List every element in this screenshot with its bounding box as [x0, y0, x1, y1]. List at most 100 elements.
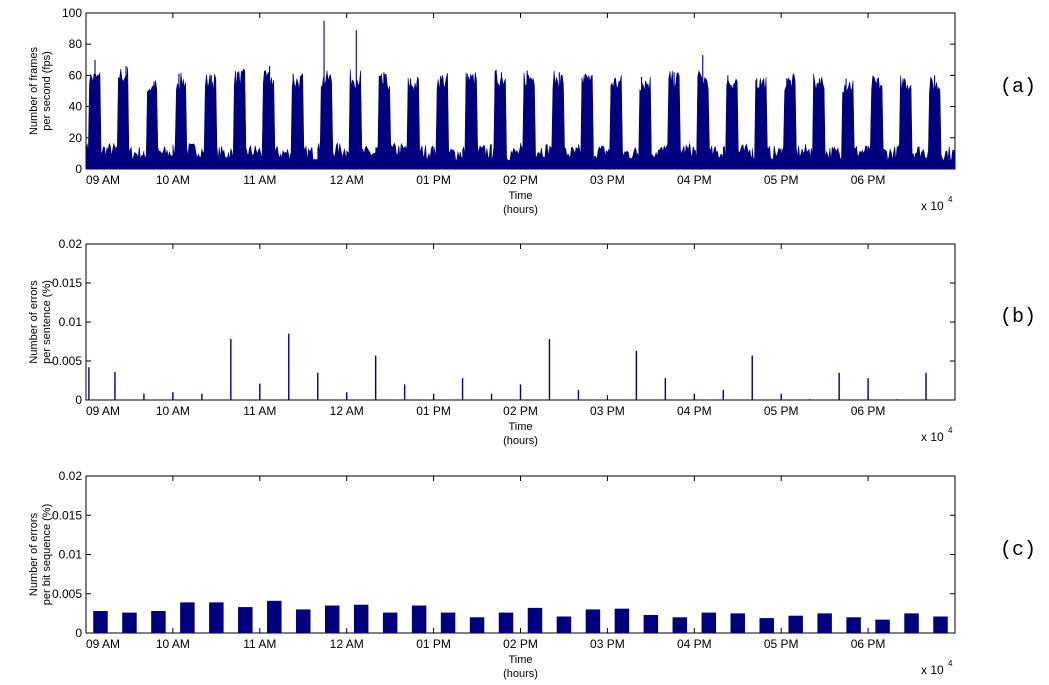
x-axis-label-line2: (hours) — [503, 668, 538, 680]
fps-cycle — [925, 75, 956, 170]
x-axis-label-line2: (hours) — [503, 204, 538, 216]
y-tick-label: 0.02 — [59, 237, 83, 251]
y-tick-label: 0.015 — [52, 508, 82, 522]
x-tick-label: 10 AM — [156, 173, 190, 187]
fps-cycle-fill — [491, 69, 521, 170]
panel-a-fps-chart: 0 20 40 60 80 100 09 AM 10 AM 11 AM 12 AM 01 PM 02 … — [28, 6, 1036, 216]
x-tick-label: 05 PM — [764, 173, 799, 187]
bit-error-bar — [933, 616, 948, 633]
x-tick-label: 04 PM — [677, 404, 712, 418]
fps-cycle-fill — [462, 72, 492, 170]
fps-cycle — [491, 69, 521, 170]
x-tick-label: 02 PM — [503, 637, 538, 651]
bit-error-bar — [788, 615, 803, 633]
x-tick-label: 01 PM — [416, 173, 451, 187]
y-axis-label-line2: per second (fps) — [41, 51, 53, 130]
fps-cycle — [549, 70, 579, 170]
x-multiplier-exponent: 4 — [948, 426, 953, 435]
bit-error-bar — [759, 618, 774, 633]
bit-error-bar — [296, 609, 311, 633]
x-tick-label: 10 AM — [156, 404, 190, 418]
bit-error-bar — [585, 609, 601, 633]
fps-cycle — [607, 74, 637, 170]
bit-error-bar — [238, 607, 253, 633]
bit-error-bar — [324, 605, 340, 633]
fps-cycle — [201, 73, 232, 170]
fps-cycle-fill — [780, 73, 811, 170]
fps-cycle-fill — [288, 72, 318, 170]
y-tick-label: 20 — [69, 131, 83, 145]
fps-cycle-fill — [549, 70, 579, 170]
x-tick-label: 11 AM — [243, 173, 276, 187]
fps-cycle-fill — [404, 76, 434, 170]
x-tick-label: 11 AM — [243, 404, 276, 418]
fps-cycle — [433, 73, 463, 170]
bit-error-bar — [817, 613, 832, 633]
fps-cycle — [404, 76, 434, 170]
fps-cycle-fill — [636, 76, 666, 170]
fps-cycle-fill — [259, 70, 290, 170]
x-tick-label: 04 PM — [677, 173, 712, 187]
fps-cycle — [896, 75, 927, 170]
x-tick-label: 12 AM — [330, 404, 364, 418]
y-axis-label-line1: Number of errors — [28, 512, 40, 596]
x-axis-label-line1: Time — [508, 421, 532, 433]
bit-error-bar — [904, 613, 919, 633]
panel-tag: (a) — [1000, 76, 1036, 99]
x-axis-label-line1: Time — [508, 654, 532, 666]
x-tick-label: 06 PM — [851, 173, 886, 187]
y-tick-label: 0 — [75, 393, 82, 407]
x-tick-label: 05 PM — [764, 404, 799, 418]
fps-cycle-fill — [433, 73, 463, 170]
fps-cycle-fill — [723, 78, 753, 170]
y-tick-label: 0.005 — [52, 587, 82, 601]
y-tick-label: 0 — [75, 162, 82, 176]
fps-cycle — [288, 72, 318, 170]
bit-error-bar — [672, 617, 688, 633]
x-multiplier-exponent: 4 — [948, 195, 953, 204]
x-tick-label: 05 PM — [764, 637, 799, 651]
x-tick-label: 09 AM — [86, 173, 120, 187]
plot-frame — [85, 243, 956, 401]
fps-cycle — [520, 70, 550, 170]
fps-cycle — [317, 20, 347, 170]
x-multiplier: x 10 — [921, 663, 944, 677]
panel-tag: (c) — [1000, 539, 1036, 562]
bit-error-bar — [730, 613, 745, 633]
y-tick-label: 0.01 — [59, 315, 83, 329]
fps-cycle-fill — [85, 72, 116, 170]
fps-cycle-fill — [346, 69, 376, 170]
x-tick-label: 12 AM — [330, 173, 364, 187]
fps-cycle-fill — [665, 70, 695, 170]
fps-cycle — [462, 72, 492, 170]
fps-cycle-fill — [607, 74, 637, 170]
y-tick-label: 100 — [62, 6, 82, 20]
fps-cycle-fill — [114, 67, 145, 170]
x-tick-label: 06 PM — [851, 404, 886, 418]
fps-cycle — [723, 75, 753, 170]
bit-error-bar — [151, 611, 166, 633]
fps-cycle-fill — [925, 76, 956, 170]
x-multiplier: x 10 — [921, 199, 944, 213]
x-axis-label-line2: (hours) — [503, 435, 538, 447]
fps-cycle-fill — [867, 75, 898, 170]
x-tick-label: 10 AM — [156, 637, 190, 651]
panel-b-sentence-errors-chart: 0 0.005 0.01 0.015 0.02 09 AM 10 AM 11 AM 12 AM 0… — [28, 237, 1036, 447]
x-multiplier-exponent: 4 — [948, 659, 953, 668]
fps-cycle-fill — [896, 75, 927, 170]
bit-error-bar — [875, 619, 890, 633]
fps-cycle — [578, 73, 608, 170]
y-tick-label: 80 — [69, 37, 83, 51]
fps-cycle — [694, 55, 724, 170]
x-tick-label: 01 PM — [416, 404, 451, 418]
x-tick-label: 03 PM — [590, 637, 625, 651]
y-tick-label: 0.005 — [52, 354, 82, 368]
fps-cycle-fill — [230, 68, 261, 170]
fps-cycle — [230, 68, 261, 170]
x-tick-label: 12 AM — [330, 637, 364, 651]
fps-cycle-fill — [694, 70, 724, 170]
bit-error-bar — [122, 612, 137, 633]
bit-error-bar — [93, 611, 108, 633]
